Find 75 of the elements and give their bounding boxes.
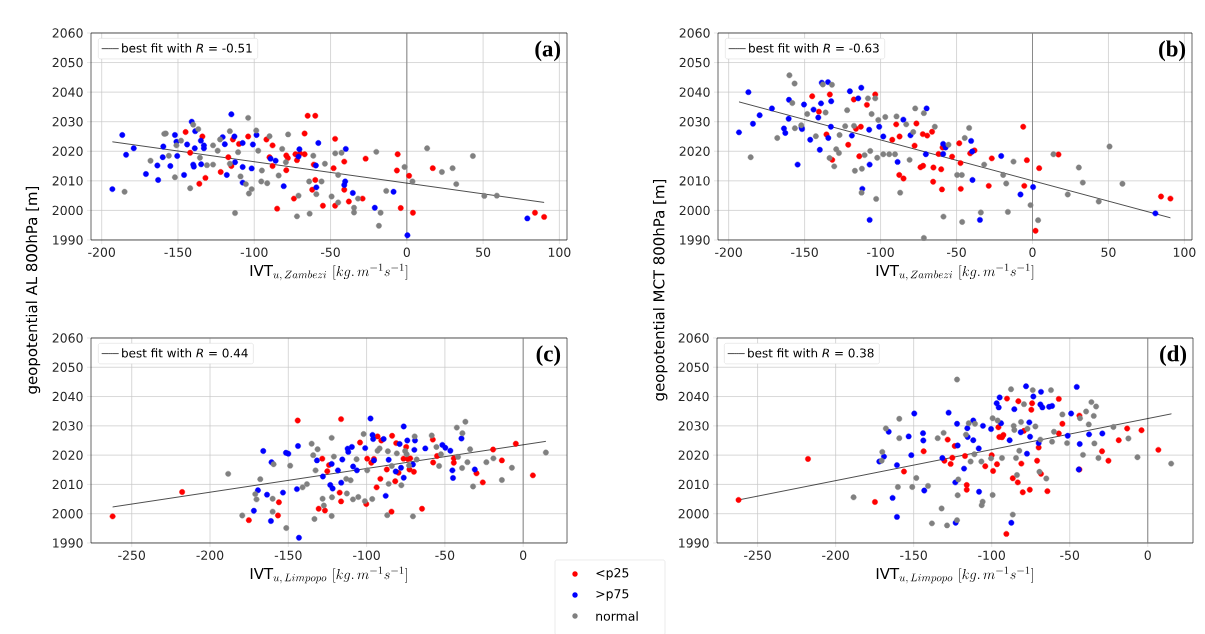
x-axis-title: $\mathrm{IVT}_{u,\,Limpopo}\ [kg.\,m^{-1}s^{-1}]$ bbox=[250, 566, 407, 584]
y-tick-label: 2030 bbox=[679, 116, 710, 127]
annotation: (d) bbox=[1160, 345, 1187, 367]
annotation: (a) bbox=[535, 40, 561, 62]
legend-label: best fit with R = -0.63 bbox=[749, 43, 879, 53]
annotation: (c) bbox=[536, 345, 561, 367]
y-tick-label: 2050 bbox=[678, 362, 709, 372]
x-tick-label: -200 bbox=[88, 247, 115, 257]
x-tick-label: -200 bbox=[196, 550, 224, 560]
y-tick-label: 2040 bbox=[678, 391, 709, 402]
y-tick-label: 2040 bbox=[52, 87, 83, 97]
x-tick-label: -50 bbox=[435, 550, 455, 560]
y-tick-label: 1990 bbox=[679, 538, 709, 548]
legend-label: best fit with R = -0.51 bbox=[122, 43, 252, 53]
x-axis-title: $\mathrm{IVT}_{u,\,Zambezi}\ [kg.\,m^{-1}s^{-1}]$ bbox=[250, 263, 408, 281]
y-tick-label: 2050 bbox=[52, 57, 83, 68]
x-tick-label: -150 bbox=[274, 550, 302, 560]
x-tick-label: 0 bbox=[403, 247, 410, 257]
y-tick-label: 2000 bbox=[679, 205, 710, 216]
legend-label: best fit with R = 0.38 bbox=[748, 348, 874, 358]
y-tick-label: 1990 bbox=[53, 538, 83, 548]
x-tick-label: -100 bbox=[353, 550, 380, 560]
x-tick-label: 100 bbox=[1173, 247, 1196, 257]
x-tick-label: -200 bbox=[822, 550, 849, 560]
annotation: (b) bbox=[1159, 40, 1186, 62]
y-tick-label: 2020 bbox=[52, 146, 83, 156]
x-tick-label: -250 bbox=[744, 550, 771, 560]
y-tick-label: 2050 bbox=[679, 57, 710, 68]
x-tick-label: 100 bbox=[548, 247, 571, 257]
y-tick-label: 2000 bbox=[52, 205, 83, 216]
y-tick-label: 2020 bbox=[679, 146, 710, 156]
y-tick-label: 2010 bbox=[678, 479, 709, 490]
x-tick-label: 50 bbox=[1101, 247, 1116, 257]
x-tick-label: -150 bbox=[900, 550, 927, 560]
y-tick-label: 2020 bbox=[52, 450, 83, 460]
x-tick-label: 0 bbox=[1144, 550, 1151, 560]
x-axis-title: $\mathrm{IVT}_{u,\,Zambezi}\ [kg.\,m^{-1}s^{-1}]$ bbox=[876, 263, 1034, 281]
y-tick-label: 2040 bbox=[679, 87, 710, 97]
x-tick-label: -150 bbox=[164, 247, 192, 257]
y-tick-label: 2000 bbox=[52, 508, 83, 519]
x-tick-label: 50 bbox=[476, 247, 491, 257]
x-tick-label: 0 bbox=[520, 550, 527, 560]
y-tick-label: 2030 bbox=[678, 421, 709, 431]
y-tick-label: 2060 bbox=[52, 28, 83, 38]
x-tick-label: -100 bbox=[978, 550, 1005, 560]
y-tick-label: 2050 bbox=[52, 362, 83, 372]
x-tick-label: -50 bbox=[320, 247, 340, 257]
y-tick-label: 1990 bbox=[53, 235, 83, 245]
x-tick-label: -250 bbox=[118, 550, 146, 560]
x-tick-label: -100 bbox=[240, 247, 268, 257]
legend-label: best fit with R = 0.44 bbox=[122, 348, 248, 358]
y-tick-label: 2010 bbox=[52, 176, 83, 186]
y-tick-label: 2020 bbox=[678, 450, 709, 460]
legend-label: normal bbox=[596, 611, 638, 621]
x-tick-label: -150 bbox=[791, 247, 818, 257]
x-tick-label: -50 bbox=[1060, 550, 1080, 560]
legend-label: >p75 bbox=[596, 589, 629, 601]
y-tick-label: 2030 bbox=[52, 116, 83, 127]
x-tick-label: -100 bbox=[867, 247, 894, 257]
y-axis-title: geopotential AL 800hPa [m] bbox=[25, 186, 41, 394]
y-axis-title: geopotential MCT 800hPa [m] bbox=[652, 180, 668, 401]
y-tick-label: 2010 bbox=[679, 176, 710, 186]
x-tick-label: 0 bbox=[1029, 247, 1036, 257]
y-tick-label: 2030 bbox=[52, 421, 83, 431]
legend-label: <p25 bbox=[596, 568, 629, 580]
y-tick-label: 2010 bbox=[52, 479, 83, 490]
y-tick-label: 2040 bbox=[52, 391, 83, 402]
y-tick-label: 1990 bbox=[680, 235, 710, 245]
y-tick-label: 2060 bbox=[679, 28, 710, 38]
x-tick-label: -200 bbox=[715, 247, 742, 257]
x-axis-title: $\mathrm{IVT}_{u,\,Limpopo}\ [kg.\,m^{-1}s^{-1}]$ bbox=[876, 566, 1033, 584]
y-tick-label: 2000 bbox=[678, 508, 709, 519]
x-tick-label: -50 bbox=[946, 247, 966, 257]
y-tick-label: 2060 bbox=[52, 333, 83, 343]
y-tick-label: 2060 bbox=[678, 333, 709, 343]
